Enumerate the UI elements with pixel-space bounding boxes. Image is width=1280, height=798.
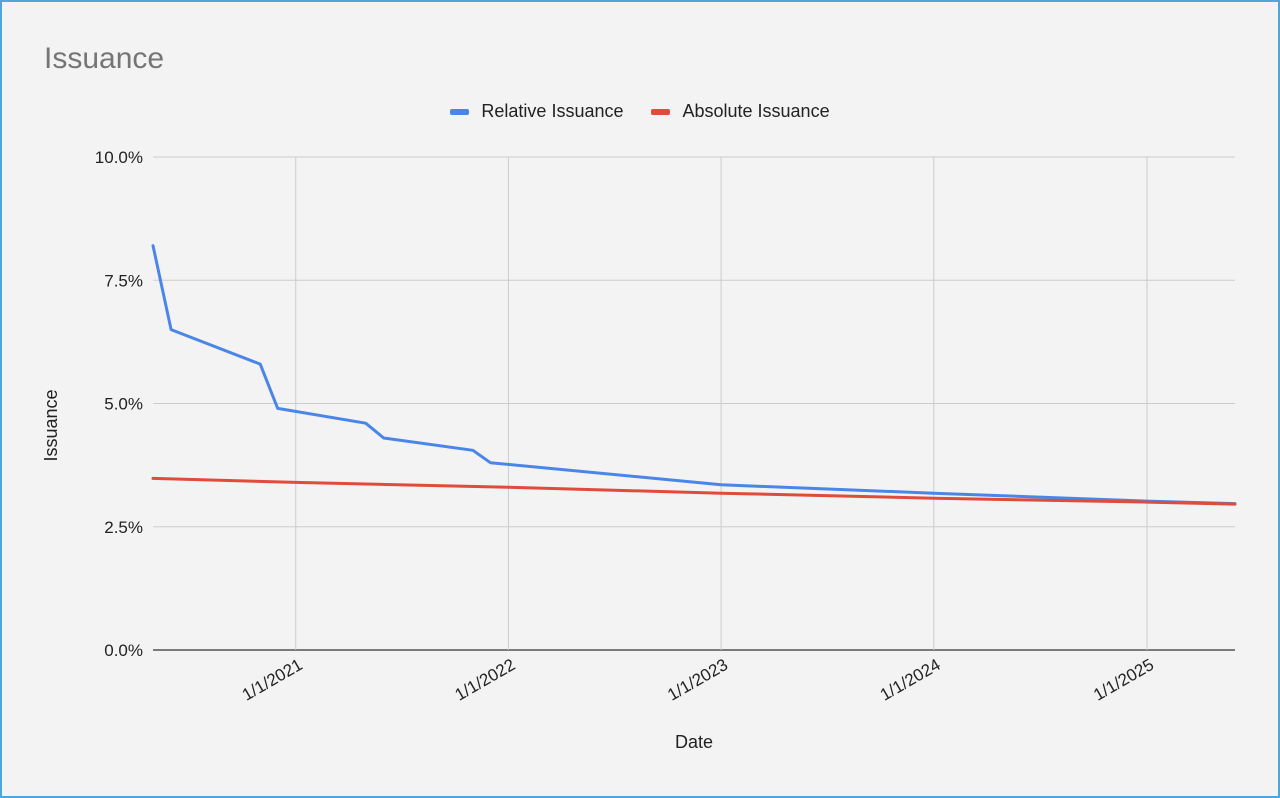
y-tick-label: 5.0% [104, 395, 143, 414]
legend-label-absolute: Absolute Issuance [682, 101, 830, 121]
legend-item-relative-issuance[interactable]: Relative Issuance [450, 101, 623, 122]
series-line-absolute-issuance [151, 476, 1237, 506]
x-tick-label: 1/1/2023 [664, 655, 731, 705]
x-tick-label: 1/1/2025 [1090, 655, 1157, 705]
chart-title: Issuance [44, 42, 165, 75]
y-tick-label: 10.0% [95, 148, 143, 167]
legend-label-relative: Relative Issuance [481, 101, 624, 121]
y-axis-title: Issuance [41, 389, 61, 461]
x-tick-label: 1/1/2022 [452, 655, 519, 705]
series-line-relative-issuance [151, 244, 1237, 506]
legend-swatch-absolute [651, 108, 671, 115]
legend-swatch-relative [450, 108, 470, 115]
legend: Relative Issuance Absolute Issuance [2, 101, 1278, 122]
y-tick-label: 0.0% [104, 641, 143, 660]
legend-item-absolute-issuance[interactable]: Absolute Issuance [651, 101, 830, 122]
y-tick-label: 7.5% [104, 271, 143, 290]
x-tick-label: 1/1/2024 [877, 655, 944, 705]
x-tick-label: 1/1/2021 [239, 655, 306, 705]
y-tick-label: 2.5% [104, 518, 143, 537]
x-axis-title: Date [675, 732, 713, 752]
